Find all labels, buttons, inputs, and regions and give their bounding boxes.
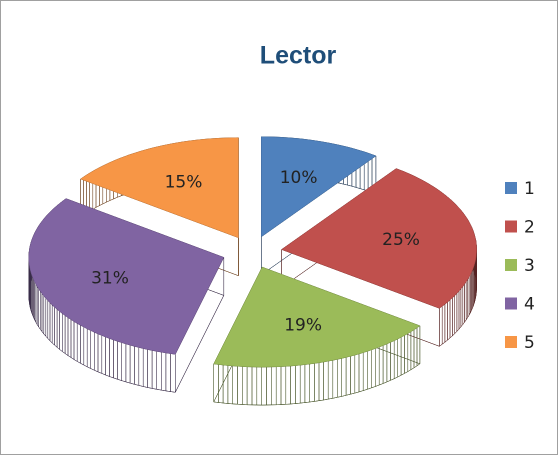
legend-swatch — [505, 182, 517, 194]
slice — [80, 137, 239, 239]
legend-label: 2 — [524, 218, 535, 238]
slice — [261, 136, 377, 238]
legend-label: 5 — [524, 333, 535, 353]
legend-swatch — [505, 336, 517, 348]
data-label: 25% — [382, 230, 420, 250]
data-label: 10% — [280, 168, 318, 188]
slice — [28, 198, 225, 355]
slice — [281, 168, 477, 309]
data-label: 15% — [165, 173, 203, 193]
legend-swatch — [505, 259, 517, 271]
chart-title: Lector — [260, 42, 337, 70]
legend-swatch — [505, 220, 517, 233]
legend-label: 4 — [524, 295, 535, 315]
data-label: 31% — [91, 268, 129, 288]
data-label: 19% — [284, 315, 322, 335]
legend-label: 1 — [524, 179, 535, 199]
slice — [213, 266, 421, 368]
legend-swatch — [505, 297, 517, 310]
legend-label: 3 — [524, 256, 535, 276]
